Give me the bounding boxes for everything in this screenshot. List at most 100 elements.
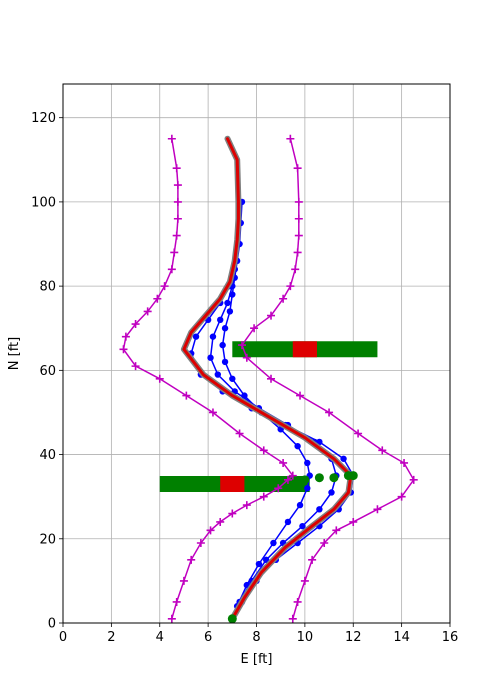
boundary-right-marker [397,492,406,501]
boundary-right-marker [325,408,334,417]
boundary-left-marker [173,181,182,190]
x-tick-label: 4 [156,630,164,645]
boundary-left-marker [196,538,205,547]
boundary-right-marker [288,614,297,623]
boundary-right-marker [400,458,409,467]
x-tick-label: 12 [345,630,362,645]
boundary-right-marker [300,576,309,585]
y-tick-label: 80 [39,280,56,295]
x-tick-label: 14 [393,630,410,645]
boundary-left-marker [172,597,181,606]
boundary-right-marker [320,538,329,547]
boundary-left-marker [187,555,196,564]
boundary-right-marker [286,282,295,291]
x-tick-label: 16 [442,630,459,645]
planned-path-point [221,325,229,332]
planned-path-point [221,358,229,366]
planned-path-point [299,522,306,530]
boundary-right-marker [378,446,387,455]
planned-path-point [304,459,311,467]
boundary-right-marker [308,555,317,564]
boundary-left-marker [182,391,191,400]
y-tick-label: 0 [48,617,56,632]
boundary-right-marker [296,391,305,400]
boundary-left-marker [235,429,244,438]
boundary-right-marker [349,517,358,526]
boundary-right-marker [267,311,276,320]
boundary-left-marker [155,374,164,383]
boundary-left-marker [121,332,130,341]
planned-path-point [229,375,236,382]
boundary-left-marker [153,294,162,303]
boundary-left-marker [179,576,188,585]
planned-path-point [328,489,335,496]
y-tick-label: 120 [31,111,56,126]
boundary-right-marker [294,214,303,223]
waypoint-marker [300,475,310,485]
boundary-right-marker [294,197,303,206]
boundary-left-marker [170,248,179,257]
boundary-left-marker [242,501,251,510]
boundary-left-marker [228,509,237,518]
boundary-right-marker [267,374,276,383]
series [119,134,418,623]
boundary-right-marker [279,294,288,303]
actual-path-line [182,137,353,621]
waypoint-marker [314,473,324,483]
boundary-right-marker [250,324,259,333]
waypoint-marker [329,473,339,483]
boundary-left-marker [259,446,268,455]
waypoints [227,471,358,624]
planned-path-point [255,560,263,568]
x-axis-label: E [ft] [241,652,273,667]
boundary-left-marker [172,164,181,173]
planned-path-point [270,539,277,547]
boundary-right-marker [293,248,302,257]
boundary-left-marker [143,307,152,316]
planned-path-point [316,506,323,513]
ticks: 0 2 4 6 8 10 12 14 16 0 20 40 60 80 100 120 [31,111,458,645]
boundary-right-marker [242,353,251,362]
y-tick-label: 100 [31,195,56,210]
y-tick-label: 20 [39,532,56,547]
boundary-left-marker [279,458,288,467]
boundary-right-marker [293,164,302,173]
boundary-left-marker [206,526,215,535]
y-tick-label: 40 [39,448,56,463]
boundary-left-marker [167,134,176,143]
boundary-left-marker [283,475,292,484]
planned-path-point [340,455,347,462]
boundary-left-marker [173,197,182,206]
planned-path-point [209,333,217,340]
obstacles [159,341,378,493]
boundary-right-marker [291,265,300,274]
boundary-right-marker [293,597,302,606]
boundary-right-marker [373,505,382,514]
planned-path-point [304,485,311,492]
planned-path-point [284,518,292,526]
planned-path-point [296,501,304,509]
boundary-right-marker [286,134,295,143]
boundary-left-marker [288,471,297,480]
waypoint-marker [227,614,237,624]
boundary-left-marker [259,492,268,501]
boundary-right-marker [409,475,418,484]
boundary-left-line [122,138,294,620]
y-axis-label: N [ft] [7,337,22,370]
boundary-left-marker [167,265,176,274]
planned-path-point [226,308,234,315]
waypoint-marker [348,471,358,481]
boundary-left-marker [167,614,176,623]
boundary-right-marker [332,526,341,535]
boundary-left-marker [208,408,217,417]
x-tick-label: 8 [252,630,260,645]
planned-path-point [217,316,224,324]
planned-path-point [294,442,301,450]
planned-path-point [207,354,214,361]
y-tick-label: 60 [39,364,56,379]
boundary-left-marker [216,517,225,526]
x-tick-label: 2 [107,630,115,645]
planned-path-point [224,299,231,307]
